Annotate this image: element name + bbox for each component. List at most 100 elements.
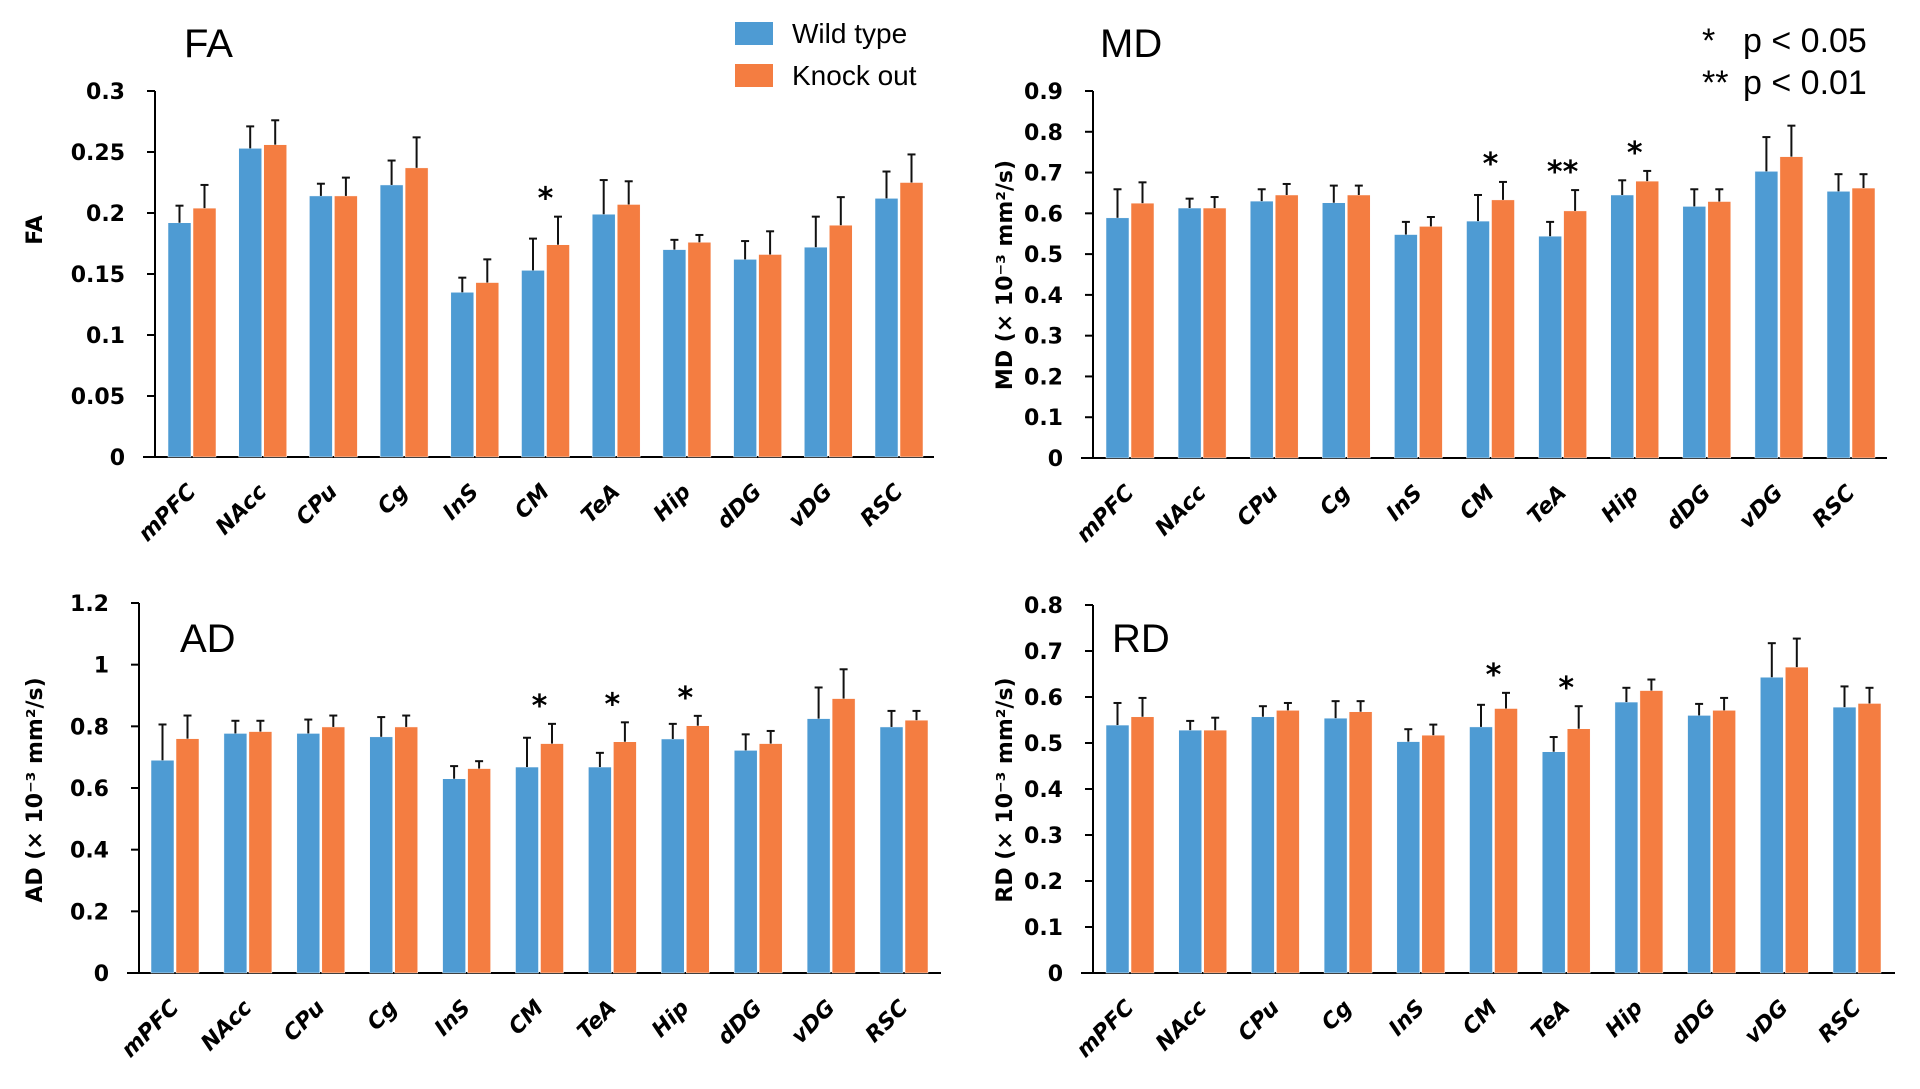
panel-title-ad: AD	[180, 617, 236, 661]
bar-wild-type-hip	[1610, 194, 1634, 459]
significance-mark-cm: *	[1486, 658, 1502, 693]
y-tick-label: 0.3	[86, 80, 125, 105]
panel-fa: FA 0 0.05 0.1 0.15 0.2 0.25 0.3 FA mPFC NAcc CPu Cg…	[23, 22, 934, 547]
y-tick-label: 0.8	[1024, 121, 1063, 146]
x-tick-label-cg: Cg	[1315, 481, 1355, 521]
y-tick-label: 0	[94, 962, 109, 987]
significance-mark-cm: *	[538, 182, 554, 217]
bar-knock-out-rsc	[1857, 703, 1882, 974]
bar-knock-out-tea	[616, 204, 641, 458]
x-tick-label-mpfc: mPFC	[117, 996, 184, 1063]
bar-knock-out-mpfc	[1130, 202, 1155, 459]
bar-knock-out-hip	[1639, 690, 1664, 974]
x-tick-label-tea: TeA	[573, 996, 622, 1045]
legend: Wild type Knock out	[735, 18, 917, 91]
y-tick-label: 0.15	[71, 263, 125, 288]
bar-knock-out-hip	[687, 242, 712, 458]
y-tick-label: 1	[94, 654, 109, 679]
bar-knock-out-tea	[613, 741, 637, 974]
significance-mark-tea: *	[1558, 671, 1574, 706]
y-tick-label: 0.4	[70, 839, 109, 864]
y-tick-label: 0.7	[1024, 162, 1063, 187]
bar-knock-out-cm	[540, 743, 564, 974]
legend-swatch-knock-out	[735, 64, 773, 87]
significance-mark-tea: **	[1547, 155, 1579, 190]
bar-wild-type-nacc	[1178, 729, 1202, 974]
bar-wild-type-ins	[1396, 741, 1421, 974]
y-tick-label: 0.6	[70, 777, 109, 802]
x-tick-label-hip: Hip	[1601, 996, 1648, 1043]
x-tick-label-cm: CM	[510, 479, 555, 524]
y-tick-label: 0.2	[86, 202, 125, 227]
x-tick-label-tea: TeA	[1523, 481, 1572, 530]
bar-wild-type-tea	[1541, 751, 1566, 974]
bar-knock-out-ins	[467, 768, 491, 974]
panel-title-rd: RD	[1112, 617, 1170, 661]
bar-wild-type-tea	[591, 213, 616, 458]
bar-wild-type-nacc	[223, 733, 248, 974]
bar-knock-out-vdg	[831, 698, 856, 974]
bar-knock-out-mpfc	[175, 738, 200, 974]
y-tick-label: 0.4	[1024, 778, 1063, 803]
bar-wild-type-tea	[1538, 235, 1562, 459]
significance-mark-cm: *	[1483, 147, 1499, 182]
x-tick-label-nacc: NAcc	[211, 480, 272, 541]
bar-wild-type-cg	[1323, 717, 1348, 974]
bar-wild-type-ddg	[1682, 206, 1707, 459]
y-tick-label: 0.8	[1024, 594, 1063, 619]
bar-knock-out-cm	[1491, 199, 1515, 459]
bar-wild-type-vdg	[1754, 171, 1779, 459]
panel-rd: RD 0 0.1 0.2 0.3 0.4 0.5 0.6 0.7 0.8 RD (× 10⁻³ m…	[993, 594, 1895, 1063]
bar-knock-out-cg	[404, 167, 429, 458]
y-axis-title: MD (× 10⁻³ mm²/s)	[993, 160, 1018, 390]
x-tick-label-ddg: dDG	[712, 480, 767, 535]
bar-wild-type-cpu	[1251, 716, 1275, 974]
bar-wild-type-ddg	[1687, 715, 1711, 974]
x-tick-label-cpu: CPu	[1234, 996, 1285, 1047]
legend-label-knock-out: Knock out	[792, 60, 917, 91]
x-tick-label-ins: InS	[430, 996, 476, 1042]
bar-wild-type-hip	[662, 249, 687, 458]
x-tick-label-mpfc: mPFC	[134, 480, 201, 547]
bar-knock-out-ddg	[758, 743, 783, 974]
bar-knock-out-cg	[394, 726, 418, 974]
y-axis-title: FA	[23, 215, 48, 245]
bar-knock-out-cg	[1347, 194, 1371, 459]
bar-wild-type-cg	[379, 184, 404, 458]
bar-knock-out-tea	[1566, 728, 1591, 974]
y-axis-title: RD (× 10⁻³ mm²/s)	[993, 677, 1018, 902]
bar-wild-type-cg	[1322, 202, 1346, 459]
bar-wild-type-cm	[1466, 220, 1490, 459]
bar-wild-type-cm	[1469, 726, 1493, 974]
bar-wild-type-ins	[450, 292, 475, 458]
bar-wild-type-cg	[369, 736, 393, 974]
bar-knock-out-nacc	[248, 731, 273, 974]
bar-wild-type-ddg	[733, 259, 757, 458]
y-tick-label: 0.6	[1024, 686, 1063, 711]
x-tick-label-vdg: vDG	[784, 480, 838, 534]
bar-wild-type-hip	[1614, 701, 1639, 974]
sig-key-text-2: p < 0.01	[1743, 64, 1867, 102]
x-tick-label-vdg: vDG	[1735, 481, 1789, 535]
bar-wild-type-vdg	[806, 718, 831, 974]
bar-knock-out-ddg	[1712, 710, 1736, 974]
x-tick-label-mpfc: mPFC	[1072, 996, 1139, 1063]
y-tick-label: 0	[1048, 962, 1063, 987]
bar-wild-type-mpfc	[150, 760, 175, 974]
bar-wild-type-mpfc	[167, 222, 192, 458]
bar-knock-out-cpu	[1274, 194, 1299, 459]
y-tick-label: 0.4	[1024, 284, 1063, 309]
x-tick-label-hip: Hip	[647, 996, 694, 1043]
bar-wild-type-tea	[588, 766, 612, 974]
bar-wild-type-vdg	[1760, 676, 1784, 974]
x-tick-label-vdg: vDG	[787, 996, 841, 1050]
x-tick-label-rsc: RSC	[861, 996, 913, 1048]
panel-ad: AD 0 0.2 0.4 0.6 0.8 1 1.2 AD (× 10⁻³ mm²/s) mPF…	[23, 592, 941, 1063]
x-tick-label-mpfc: mPFC	[1072, 481, 1139, 548]
bar-knock-out-nacc	[1203, 729, 1227, 974]
sig-key-mark-1: *	[1702, 22, 1715, 60]
bar-wild-type-rsc	[1832, 706, 1857, 974]
y-tick-label: 1.2	[70, 592, 109, 617]
bar-wild-type-ins	[1394, 234, 1418, 459]
